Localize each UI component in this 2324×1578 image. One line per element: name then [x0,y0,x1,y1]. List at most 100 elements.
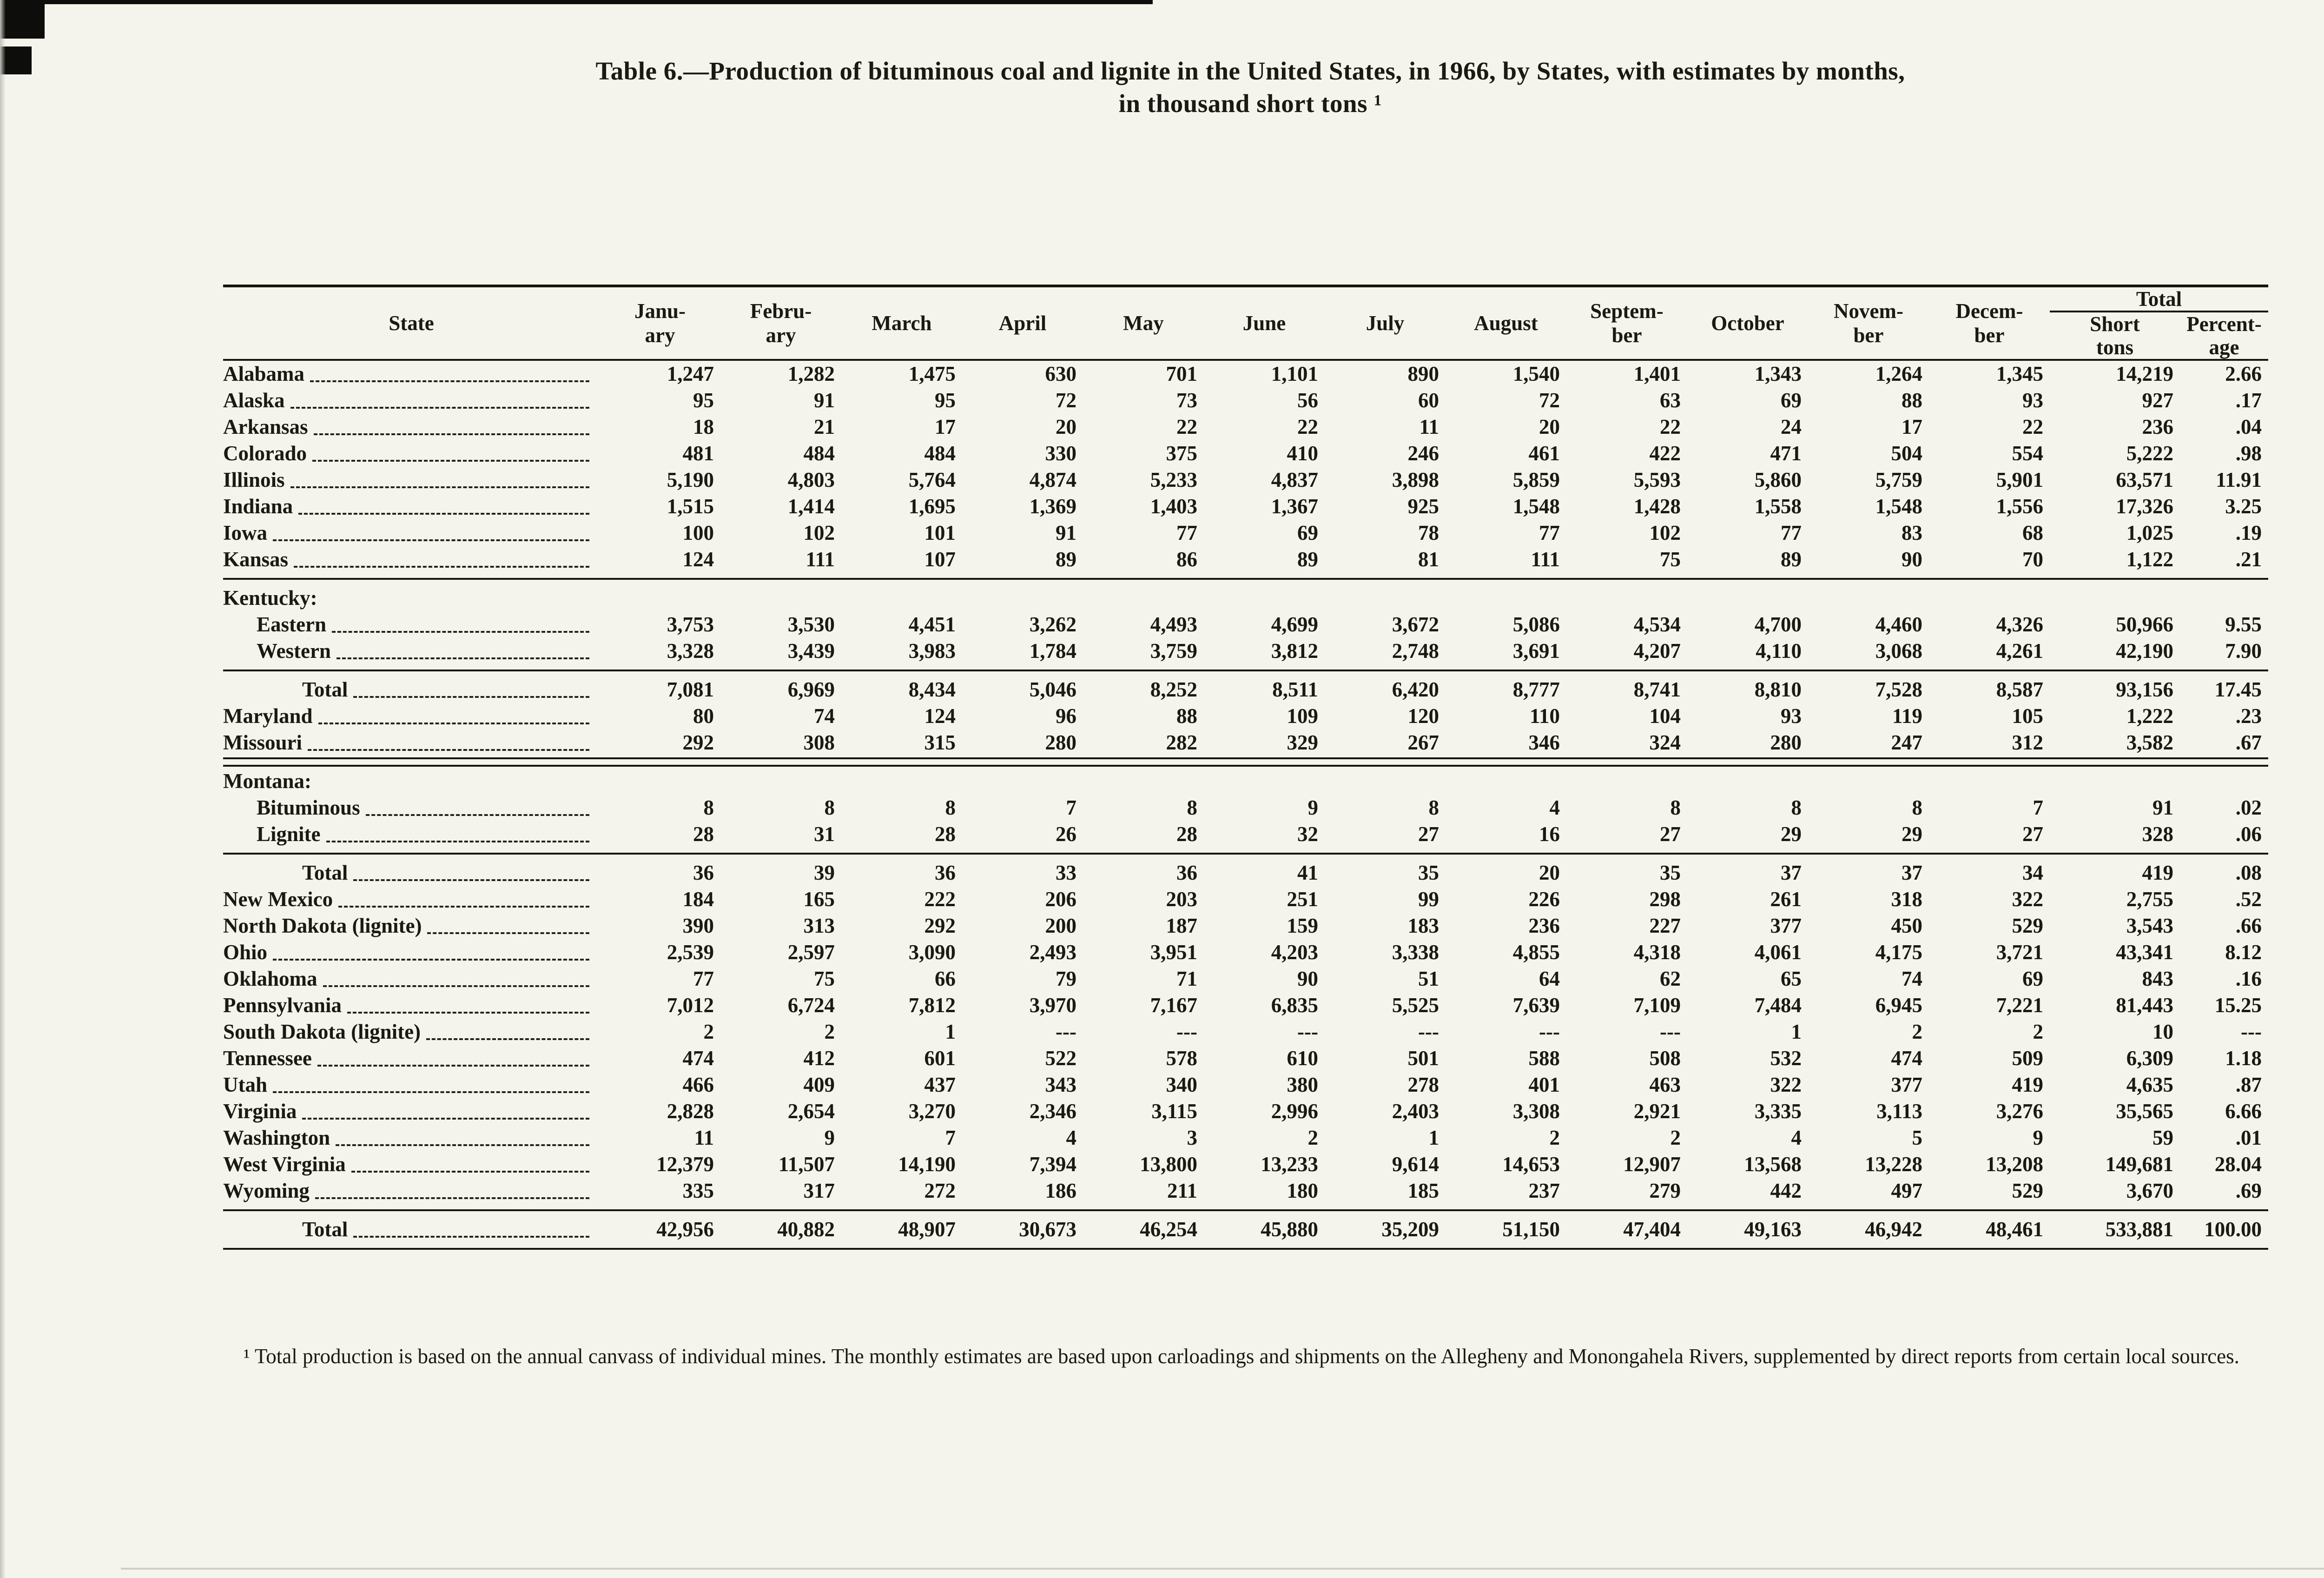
row-label: Missouri [223,731,303,754]
section-rule-line [223,848,2268,860]
cell: 40,882 [777,1218,835,1241]
cell: 70 [2022,548,2043,571]
cell: 183 [1407,914,1439,937]
cell: 11.91 [2216,468,2262,491]
row-label-cell: Ohio [223,939,600,966]
cell: 184 [682,888,714,911]
cell: 1,515 [667,495,714,518]
cell: 17,326 [2116,495,2173,518]
cell: .04 [2235,415,2262,438]
cell: 45,880 [1261,1218,1318,1241]
cell: 200 [1045,914,1077,937]
cell: .19 [2235,521,2262,544]
cell: 282 [1166,731,1198,754]
group-label-cell: Kentucky: [223,585,2268,611]
cell: 4 [1791,1126,1802,1149]
cell: 91 [1056,521,1076,544]
cell: 236 [1528,914,1560,937]
cell: 4,261 [1996,639,2043,663]
cell: 110 [1529,704,1560,728]
section-rule [223,664,2268,676]
cell: 318 [1891,888,1923,911]
cell: 59 [2152,1126,2173,1149]
cell: 89 [1056,548,1076,571]
row-label: North Dakota (lignite) [223,914,422,937]
cell: 149,681 [2105,1153,2173,1176]
cell: 292 [924,914,956,937]
cell: 3,308 [1512,1100,1560,1123]
cell: .06 [2235,822,2262,846]
cell: 380 [1287,1073,1319,1096]
row-label-cell: Tennessee [223,1045,600,1072]
cell: 2,346 [1029,1100,1076,1123]
cell: 24 [1781,415,1802,438]
cell: 26 [1056,822,1076,846]
cell: 312 [2012,731,2044,754]
cell: 7,812 [908,994,956,1017]
cell: 104 [1649,704,1681,728]
table-row-wyoming: Wyoming 335 317 272 186 211 180 185 237 279 442 497… [223,1178,2268,1204]
cell: 329 [1287,731,1319,754]
cell: 5,233 [1150,468,1197,491]
cell: 1,548 [1875,495,1922,518]
cell: 410 [1287,442,1319,465]
cell: 335 [682,1179,714,1202]
cell: .23 [2235,704,2262,728]
cell: 49,163 [1744,1218,1802,1241]
dash-leader [290,486,589,488]
cell: 3,582 [2126,731,2173,754]
row-label-cell: Alabama [223,360,600,387]
column-header-state: State [389,312,434,335]
cell: 62 [1660,967,1681,990]
cell: 41 [1297,861,1318,884]
cell: 5,525 [1392,994,1439,1017]
cell: 5,859 [1512,468,1560,491]
cell: 4,837 [1271,468,1318,491]
cell: 328 [2142,822,2174,846]
cell: 317 [803,1179,835,1202]
cell: 96 [1056,704,1076,728]
row-label-cell: New Mexico [223,886,600,913]
cell: 27 [1660,822,1681,846]
cell: 30,673 [1019,1218,1076,1241]
row-label: Tennessee [223,1047,312,1070]
cell: 843 [2142,967,2174,990]
cell: 14,653 [1502,1153,1560,1176]
cell: 7,167 [1150,994,1197,1017]
cell: 377 [1891,1073,1923,1096]
row-label-cell: Missouri [223,729,600,756]
cell: 925 [1407,495,1439,518]
cell: 102 [1649,521,1681,544]
cell: 69 [1297,521,1318,544]
cell: 12,379 [656,1153,714,1176]
cell: 3 [1187,1126,1198,1149]
table-row-washington: Washington 11 9 7 4 3 2 1 2 2 4 5 9 59.01 [223,1125,2268,1151]
cell: 890 [1407,362,1439,385]
cell: 13,228 [1865,1153,1922,1176]
row-label-cell: Eastern [223,611,600,638]
cell: 111 [1531,548,1560,571]
cell: 28.04 [2214,1153,2262,1176]
cell: 340 [1166,1073,1198,1096]
cell: 578 [1166,1047,1198,1070]
cell: 51 [1418,967,1439,990]
row-label-cell: Arkansas [223,414,600,440]
cell: 3,672 [1392,613,1439,636]
cell: 1,548 [1512,495,1560,518]
row-label-cell: Lignite [223,821,600,848]
row-label: Utah [223,1073,268,1096]
cell: 63,571 [2116,468,2173,491]
cell: 5 [1912,1126,1923,1149]
table-row-north-dakota-lignite: North Dakota (lignite) 390 313 292 200 187 159… [223,913,2268,939]
cell: 185 [1407,1179,1439,1202]
cell: 31 [814,822,835,846]
cell: 6,969 [787,678,835,701]
scan-artifact [0,3,45,39]
table-row-tennessee: Tennessee 474 412 601 522 578 610 501 588 508 532 4… [223,1045,2268,1072]
footnote: ¹ Total production is based on the annua… [244,1345,2239,1368]
cell: 2 [2033,1020,2044,1043]
table-title-line2: in thousand short tons ¹ [1118,89,1382,118]
row-label: Iowa [223,521,268,544]
group-label: Montana: [223,769,311,793]
cell: 90 [1901,548,1922,571]
